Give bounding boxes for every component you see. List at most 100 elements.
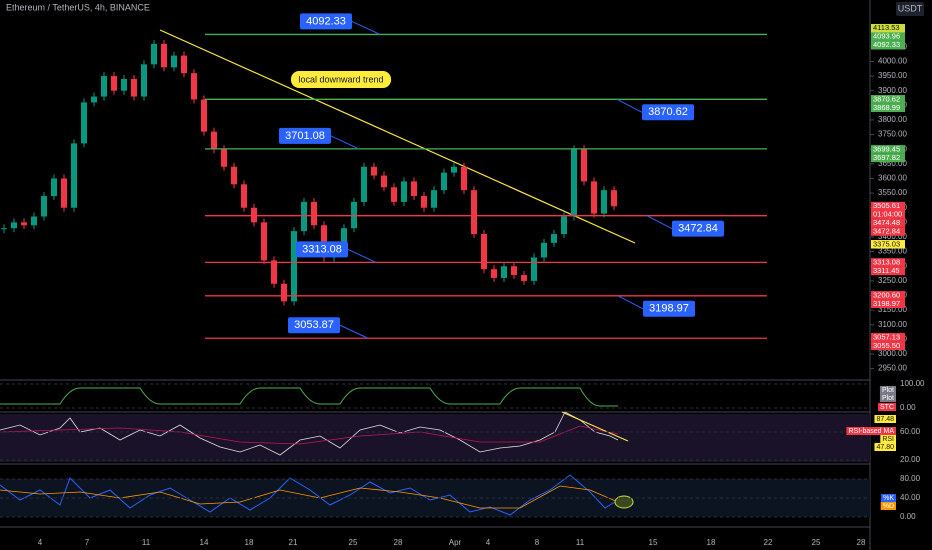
candle bbox=[391, 187, 397, 202]
indicator-tick-label: 0.00 bbox=[900, 403, 916, 412]
price-tag-label: 3057.13 bbox=[873, 332, 900, 341]
price-tag-label: 3313.08 bbox=[873, 257, 900, 266]
y-tick-label: 3350.00 bbox=[878, 247, 907, 256]
candle bbox=[271, 260, 277, 284]
price-tag-label: 3472.84 bbox=[873, 227, 900, 236]
price-tag-label: 3697.82 bbox=[873, 153, 900, 162]
indicator-tag-box bbox=[881, 494, 896, 502]
candle bbox=[431, 190, 437, 208]
level-label: 3053.87 bbox=[294, 319, 334, 331]
symbol-title: Ethereum / TetherUS, 4h, BINANCE bbox=[6, 2, 150, 12]
y-tick-label: 3150.00 bbox=[878, 305, 907, 314]
x-label: 14 bbox=[200, 538, 209, 547]
level-connector bbox=[339, 324, 369, 339]
price-tag-label: 4092.33 bbox=[873, 40, 900, 49]
indicator-tag: RSI bbox=[882, 436, 894, 443]
trend-note: local downward trend bbox=[298, 74, 383, 84]
candle bbox=[51, 178, 57, 197]
x-label: Apr bbox=[449, 538, 462, 547]
price-tag bbox=[871, 103, 905, 113]
indicator-tag-box bbox=[846, 427, 896, 435]
candle bbox=[141, 64, 147, 97]
level-label-box bbox=[296, 241, 348, 258]
x-label: 4 bbox=[486, 538, 491, 547]
level-label-box bbox=[288, 317, 340, 334]
candle bbox=[371, 166, 377, 176]
indicator-tag-box bbox=[880, 502, 896, 510]
level-label: 3701.08 bbox=[285, 130, 325, 142]
y-tick-label: 3750.00 bbox=[878, 130, 907, 139]
indicator-tag: RSI-based MA bbox=[848, 428, 894, 435]
price-tag bbox=[871, 266, 905, 276]
candle bbox=[521, 275, 527, 281]
price-tag bbox=[871, 299, 905, 309]
indicator-tag-box bbox=[879, 394, 896, 402]
y-tick-label: 3650.00 bbox=[878, 159, 907, 168]
level-connector bbox=[617, 295, 644, 310]
y-tick-label: 3800.00 bbox=[878, 115, 907, 124]
candle bbox=[591, 181, 597, 214]
candle bbox=[561, 216, 567, 235]
stc-line bbox=[0, 387, 618, 407]
level-connector bbox=[347, 248, 377, 263]
rsi-ma-line bbox=[0, 425, 619, 445]
price-tag bbox=[871, 201, 905, 219]
indicator-tag: 47.80 bbox=[876, 444, 894, 451]
candle bbox=[471, 190, 477, 235]
candle bbox=[101, 76, 107, 97]
price-tag bbox=[871, 32, 905, 41]
candle bbox=[551, 234, 557, 243]
candle bbox=[301, 201, 307, 232]
candle bbox=[211, 131, 217, 150]
currency-button[interactable] bbox=[896, 2, 924, 16]
candle bbox=[231, 166, 237, 185]
price-tag-label: 3375.03 bbox=[873, 239, 900, 248]
price-tag bbox=[871, 95, 905, 104]
y-tick-label: 3000.00 bbox=[878, 349, 907, 358]
level-label-box bbox=[279, 127, 331, 144]
level-label-box bbox=[672, 220, 724, 237]
price-tag-label: 3198.97 bbox=[873, 299, 900, 308]
candle bbox=[361, 166, 367, 202]
level-label-box bbox=[643, 300, 695, 317]
price-tag-label: 4093.96 bbox=[873, 32, 900, 41]
price-tag bbox=[871, 40, 905, 50]
price-tag bbox=[871, 291, 905, 300]
price-tag bbox=[871, 227, 905, 236]
trend-line bbox=[159, 29, 636, 244]
candle bbox=[581, 149, 587, 182]
candle bbox=[571, 149, 577, 217]
indicator-tick-label: 40.00 bbox=[900, 493, 921, 502]
indicator-tick-label: 20.00 bbox=[900, 455, 921, 464]
price-tag bbox=[871, 23, 905, 33]
candle bbox=[121, 78, 127, 91]
y-tick-label: 3950.00 bbox=[878, 71, 907, 80]
indicator-tag: %K bbox=[883, 495, 894, 502]
candle bbox=[81, 102, 87, 144]
candle bbox=[611, 190, 617, 207]
candle bbox=[71, 143, 77, 208]
indicator-tick-label: 0.00 bbox=[900, 512, 916, 521]
candle bbox=[381, 175, 387, 188]
level-label-box bbox=[642, 104, 694, 121]
price-tag-label: 3055.50 bbox=[873, 341, 900, 350]
x-label: 15 bbox=[649, 538, 658, 547]
candle bbox=[601, 190, 607, 214]
level-connector bbox=[646, 215, 673, 230]
x-label: 28 bbox=[857, 538, 866, 547]
level-label: 3198.97 bbox=[649, 303, 689, 315]
candle bbox=[261, 222, 267, 261]
price-tag bbox=[871, 145, 905, 154]
indicator-tick-label: 80.00 bbox=[900, 474, 921, 483]
x-label: 11 bbox=[142, 538, 151, 547]
x-label: 28 bbox=[394, 538, 403, 547]
indicator-tag: Plot bbox=[882, 387, 894, 394]
candle bbox=[61, 178, 67, 208]
level-connector bbox=[616, 98, 643, 113]
y-tick-label: 3250.00 bbox=[878, 276, 907, 285]
candle bbox=[341, 228, 347, 249]
candle bbox=[321, 225, 327, 258]
price-tag-countdown: 01:04:00 bbox=[873, 210, 902, 219]
price-tag-label: 3870.62 bbox=[873, 94, 900, 103]
